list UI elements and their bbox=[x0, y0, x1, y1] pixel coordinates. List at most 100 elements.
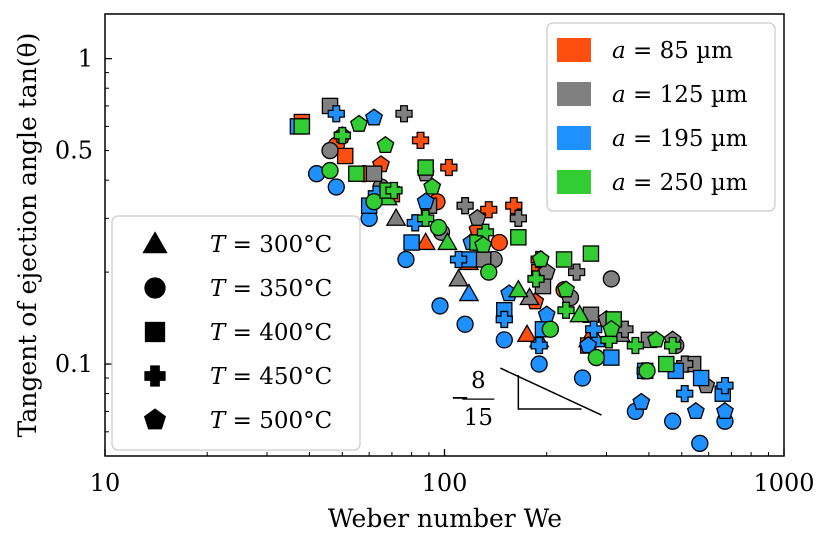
data-point-plus-s3-2 bbox=[480, 201, 498, 219]
slope-annotation: −8 15 bbox=[450, 367, 602, 431]
data-point-circle-s16-3 bbox=[480, 263, 498, 281]
data-point-pentagon-s14-6 bbox=[632, 392, 651, 410]
data-point-plus-s13-0 bbox=[327, 105, 345, 123]
data-point-plus-s3-1 bbox=[440, 158, 458, 177]
data-point-circle-s11-11 bbox=[691, 434, 709, 453]
data-point-circle-s1-3 bbox=[490, 233, 508, 252]
data-point-pentagon-s19-6 bbox=[602, 319, 621, 337]
data-points-layer bbox=[289, 97, 734, 453]
data-point-circle-s16-4 bbox=[541, 320, 559, 338]
data-point-triangle-s5-1 bbox=[448, 268, 469, 287]
data-point-plus-s8-2 bbox=[509, 209, 527, 227]
color-legend-label: a = 250 µm bbox=[612, 170, 748, 196]
marker-legend-pentagon-icon bbox=[143, 408, 167, 430]
data-point-plus-s18-2 bbox=[417, 209, 435, 227]
slope-denominator: 15 bbox=[464, 405, 493, 431]
y-tick-label: 0.5 bbox=[55, 137, 93, 165]
data-point-circle-s11-5 bbox=[456, 315, 474, 333]
x-tick-label: 10 bbox=[90, 469, 121, 497]
data-point-pentagon-s19-4 bbox=[531, 250, 550, 268]
data-point-circle-s16-0 bbox=[321, 161, 339, 180]
data-point-plus-s18-4 bbox=[527, 270, 545, 288]
data-point-plus-s8-3 bbox=[567, 263, 586, 281]
data-point-circle-s11-10 bbox=[664, 412, 682, 430]
data-point-triangle-s15-2 bbox=[508, 279, 529, 298]
data-point-plus-s8-1 bbox=[456, 197, 474, 215]
color-legend-swatch bbox=[557, 82, 591, 106]
color-legend-swatch bbox=[557, 126, 591, 150]
data-point-circle-s6-0 bbox=[321, 141, 339, 160]
data-point-plus-s13-8 bbox=[676, 385, 694, 403]
data-point-square-s17-9 bbox=[658, 355, 675, 373]
color-legend: a = 85 µm a = 125 µm a = 195 µm a = 250 µm bbox=[546, 22, 776, 212]
data-point-circle-s11-1 bbox=[327, 178, 345, 196]
color-legend-box bbox=[546, 22, 776, 212]
data-point-triangle-s10-0 bbox=[458, 283, 480, 302]
color-legend-label: a = 85 µm bbox=[612, 38, 733, 64]
x-tick-label: 100 bbox=[422, 469, 468, 497]
data-point-pentagon-s14-8 bbox=[715, 401, 734, 420]
x-axis-ticks: 10 100 1000 bbox=[90, 449, 815, 497]
data-point-circle-s16-6 bbox=[638, 362, 656, 380]
color-legend-label: a = 195 µm bbox=[612, 126, 748, 152]
color-legend-label: a = 125 µm bbox=[612, 82, 748, 108]
marker-legend-box bbox=[111, 215, 361, 451]
data-point-pentagon-s14-7 bbox=[686, 401, 705, 420]
data-point-square-s17-3 bbox=[417, 159, 434, 176]
data-point-pentagon-s19-3 bbox=[474, 235, 493, 253]
marker-legend: T = 300°C T = 350°C T = 400°C T = 450°C T = … bbox=[111, 215, 361, 451]
data-point-square-s12-9 bbox=[692, 369, 710, 387]
data-point-circle-s11-6 bbox=[495, 331, 513, 349]
data-point-pentagon-s19-2 bbox=[423, 177, 442, 195]
y-axis-ticks: 0.1 0.5 1 bbox=[55, 45, 112, 457]
data-point-plus-s18-1 bbox=[385, 181, 403, 200]
data-point-pentagon-s19-5 bbox=[557, 280, 576, 298]
data-point-square-s12-6 bbox=[603, 349, 620, 366]
data-point-pentagon-s19-7 bbox=[647, 330, 666, 348]
data-point-plus-s18-5 bbox=[557, 301, 575, 319]
data-point-plus-s18-0 bbox=[333, 126, 351, 145]
data-point-triangle-s0-2 bbox=[516, 323, 538, 343]
data-point-triangle-s15-3 bbox=[569, 304, 590, 323]
data-point-pentagon-s14-5 bbox=[579, 336, 598, 354]
data-point-square-s7-1 bbox=[365, 165, 383, 182]
data-point-pentagon-s14-0 bbox=[365, 108, 383, 126]
color-legend-swatch bbox=[557, 170, 591, 194]
slope-hypotenuse bbox=[500, 367, 602, 416]
data-point-square-s2-1 bbox=[336, 147, 354, 165]
data-point-circle-s16-2 bbox=[429, 218, 448, 237]
data-point-circle-s16-5 bbox=[587, 348, 605, 367]
data-point-plus-s8-0 bbox=[395, 105, 413, 123]
data-point-square-s12-2 bbox=[403, 234, 420, 251]
data-point-plus-s8-5 bbox=[676, 355, 694, 373]
marker-legend-label: T = 450°C bbox=[210, 364, 332, 390]
x-axis-label: Weber number We bbox=[328, 504, 562, 533]
data-point-plus-s13-4 bbox=[495, 310, 513, 329]
marker-legend-plus-icon bbox=[144, 365, 166, 387]
x-tick-label: 1000 bbox=[753, 469, 814, 497]
marker-legend-label: T = 500°C bbox=[210, 408, 332, 434]
y-tick-label: 0.1 bbox=[55, 350, 93, 378]
data-point-triangle-s0-0 bbox=[415, 232, 436, 251]
data-point-triangle-s15-1 bbox=[437, 232, 458, 251]
data-point-plus-s13-5 bbox=[530, 336, 548, 355]
data-point-plus-s13-9 bbox=[716, 376, 734, 395]
slope-numerator: 8 bbox=[471, 368, 486, 394]
data-point-plus-s13-3 bbox=[449, 250, 468, 269]
data-point-plus-s18-7 bbox=[626, 336, 645, 355]
data-point-square-s17-7 bbox=[582, 245, 600, 262]
data-point-circle-s11-4 bbox=[431, 297, 449, 315]
data-point-square-s17-5 bbox=[510, 229, 527, 246]
marker-legend-label: T = 350°C bbox=[210, 276, 332, 302]
color-legend-swatch bbox=[557, 38, 591, 62]
y-axis-label: Tangent of ejection angle tan(θ) bbox=[13, 33, 42, 438]
data-point-pentagon-s9-1 bbox=[468, 208, 487, 226]
data-point-square-s17-0 bbox=[293, 118, 311, 135]
data-point-circle-s11-3 bbox=[397, 250, 415, 269]
data-point-plus-s13-6 bbox=[585, 320, 603, 338]
data-point-circle-s11-7 bbox=[530, 355, 548, 373]
marker-legend-circle-icon bbox=[144, 277, 166, 299]
data-point-square-s17-1 bbox=[348, 165, 365, 182]
data-point-square-s17-6 bbox=[555, 251, 573, 268]
